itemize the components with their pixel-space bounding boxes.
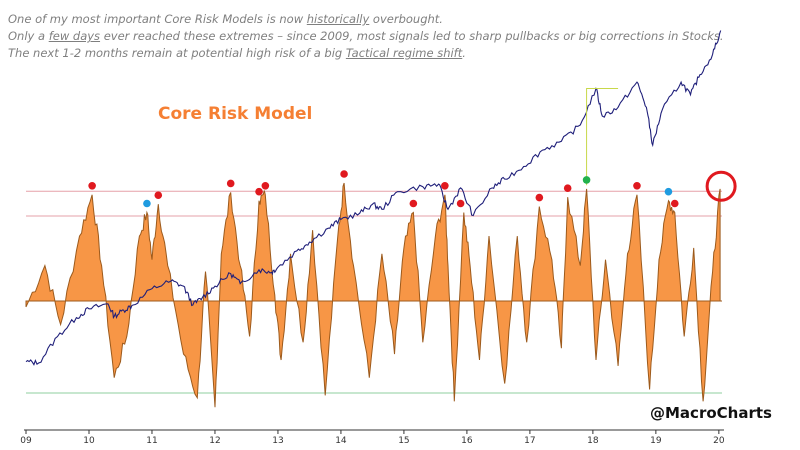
signal-marker-red xyxy=(456,199,465,208)
x-tick-label: 15 xyxy=(398,436,409,446)
annotation-line-1-post: overbought. xyxy=(369,12,443,26)
signal-marker-red xyxy=(409,199,418,208)
chart-title: Core Risk Model xyxy=(158,104,313,124)
signal-marker-red xyxy=(535,193,544,202)
annotation-line-3-emphasis: Tactical regime shift xyxy=(345,46,463,60)
annotation-line-3-pre: The next 1-2 months remain at potential … xyxy=(8,46,346,60)
price-line xyxy=(25,30,722,366)
annotation-line-2-pre: Only a xyxy=(8,29,49,43)
annotation-line-1-pre: One of my most important Core Risk Model… xyxy=(8,12,307,26)
signal-marker-blue xyxy=(664,187,673,196)
signal-marker-red xyxy=(633,182,641,190)
signal-connector xyxy=(586,87,619,186)
annotation-line-1-emphasis: historically xyxy=(306,12,370,26)
x-tick-label: 14 xyxy=(335,436,347,446)
current-signal-circle xyxy=(705,170,737,202)
signal-marker-red xyxy=(261,182,270,190)
annotation-line-2: Only a few days ever reached these extre… xyxy=(8,29,724,43)
x-tick-label: 18 xyxy=(587,436,599,446)
signal-marker-red xyxy=(154,191,163,200)
x-tick-label: 19 xyxy=(650,436,662,446)
signal-marker-red xyxy=(441,182,449,190)
x-tick-label: 12 xyxy=(209,436,220,446)
x-tick-label: 20 xyxy=(713,436,725,446)
x-tick-label: 10 xyxy=(83,436,95,446)
signal-marker-red xyxy=(255,187,263,196)
x-tick-label: 16 xyxy=(461,436,473,446)
x-tick-label: 13 xyxy=(272,436,283,446)
signal-marker-green xyxy=(582,176,591,184)
x-tick-label: 11 xyxy=(146,436,157,446)
signal-marker-red xyxy=(340,170,348,178)
signal-marker-red xyxy=(563,184,572,192)
annotation-line-3-post: . xyxy=(462,46,466,60)
signal-marker-red xyxy=(670,199,679,208)
x-tick-label: 09 xyxy=(20,436,32,446)
annotation-line-1: One of my most important Core Risk Model… xyxy=(8,12,443,26)
signal-marker-red xyxy=(226,179,235,188)
x-tick-label: 17 xyxy=(524,436,535,446)
watermark: @MacroCharts xyxy=(650,404,772,422)
signal-marker-red xyxy=(88,182,96,190)
annotation-line-2-post: ever reached these extremes – since 2009… xyxy=(100,29,724,43)
risk-model-area xyxy=(25,182,721,408)
annotation-line-2-emphasis: few days xyxy=(48,29,101,43)
annotation-line-3: The next 1-2 months remain at potential … xyxy=(8,46,466,60)
signal-marker-blue xyxy=(143,199,151,208)
